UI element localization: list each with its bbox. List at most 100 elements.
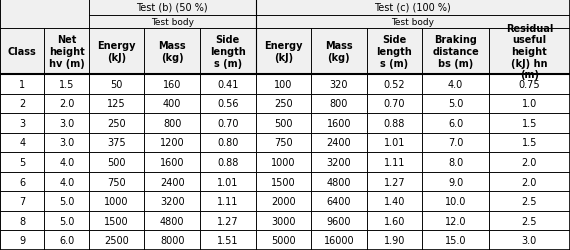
Text: 6: 6	[19, 177, 25, 187]
Bar	[144, 29, 200, 75]
Bar	[200, 133, 255, 152]
Bar	[200, 211, 255, 231]
Text: 1000: 1000	[271, 157, 296, 167]
Text: 3.0: 3.0	[59, 118, 74, 128]
Text: 3200: 3200	[327, 157, 351, 167]
Text: 8.0: 8.0	[448, 157, 463, 167]
Bar	[255, 133, 311, 152]
Bar	[255, 114, 311, 133]
Text: 2: 2	[19, 99, 25, 109]
Bar	[0, 114, 44, 133]
Bar	[489, 94, 570, 114]
Text: 0.80: 0.80	[217, 138, 238, 148]
Text: 6.0: 6.0	[448, 118, 463, 128]
Bar	[144, 230, 200, 250]
Bar	[89, 133, 144, 152]
Text: 500: 500	[107, 157, 126, 167]
Bar	[311, 152, 367, 172]
Text: 6400: 6400	[327, 196, 351, 206]
Text: 15.0: 15.0	[445, 235, 466, 245]
Bar	[489, 114, 570, 133]
Bar	[200, 114, 255, 133]
Text: 1.40: 1.40	[384, 196, 405, 206]
Text: 0.70: 0.70	[384, 99, 405, 109]
Bar	[144, 152, 200, 172]
Bar	[89, 29, 144, 75]
Text: 3.0: 3.0	[522, 235, 537, 245]
Text: 0.52: 0.52	[384, 80, 405, 90]
Text: 2.5: 2.5	[522, 216, 537, 226]
Text: 1.27: 1.27	[217, 216, 239, 226]
Bar	[311, 29, 367, 75]
Text: 1500: 1500	[104, 216, 129, 226]
Text: 750: 750	[107, 177, 126, 187]
Text: Mass
(kg): Mass (kg)	[325, 41, 353, 62]
Text: 2.0: 2.0	[59, 99, 74, 109]
Bar	[422, 230, 489, 250]
Text: 500: 500	[274, 118, 292, 128]
Text: 1500: 1500	[271, 177, 296, 187]
Text: 1.0: 1.0	[522, 99, 537, 109]
Text: 2.5: 2.5	[522, 196, 537, 206]
Bar	[311, 192, 367, 211]
Bar	[311, 114, 367, 133]
Text: 4800: 4800	[160, 216, 185, 226]
Bar	[367, 29, 422, 75]
Text: 250: 250	[274, 99, 292, 109]
Bar	[255, 94, 311, 114]
Text: 250: 250	[107, 118, 126, 128]
Bar	[311, 211, 367, 231]
Text: 2000: 2000	[271, 196, 296, 206]
Bar	[0, 75, 44, 94]
Text: 4.0: 4.0	[59, 157, 74, 167]
Text: 0.88: 0.88	[384, 118, 405, 128]
Bar	[489, 29, 570, 75]
Text: 3: 3	[19, 118, 25, 128]
Text: 4: 4	[19, 138, 25, 148]
Bar	[422, 94, 489, 114]
Text: Mass
(kg): Mass (kg)	[158, 41, 186, 62]
Text: 3.0: 3.0	[59, 138, 74, 148]
Bar	[489, 172, 570, 192]
Bar	[44, 172, 89, 192]
Text: 5.0: 5.0	[448, 99, 463, 109]
Text: 3200: 3200	[160, 196, 185, 206]
Text: Residual
useful
height
(kJ) hn
(m): Residual useful height (kJ) hn (m)	[506, 24, 553, 80]
Text: Energy
(kJ): Energy (kJ)	[97, 41, 136, 62]
Bar	[44, 29, 89, 75]
Bar	[422, 192, 489, 211]
Bar	[255, 16, 570, 29]
Text: 375: 375	[107, 138, 126, 148]
Bar	[422, 133, 489, 152]
Text: 1600: 1600	[327, 118, 351, 128]
Text: 5000: 5000	[271, 235, 296, 245]
Bar	[44, 114, 89, 133]
Text: Side
length
s (m): Side length s (m)	[377, 35, 412, 68]
Bar	[489, 192, 570, 211]
Text: 2400: 2400	[327, 138, 351, 148]
Text: 1200: 1200	[160, 138, 185, 148]
Text: 0.75: 0.75	[519, 80, 540, 90]
Text: 750: 750	[274, 138, 292, 148]
Text: 4.0: 4.0	[59, 177, 74, 187]
Text: 100: 100	[274, 80, 292, 90]
Text: 9.0: 9.0	[448, 177, 463, 187]
Text: 3000: 3000	[271, 216, 296, 226]
Text: 2400: 2400	[160, 177, 185, 187]
Bar	[0, 152, 44, 172]
Bar	[489, 133, 570, 152]
Bar	[255, 172, 311, 192]
Bar	[311, 133, 367, 152]
Text: 1.90: 1.90	[384, 235, 405, 245]
Bar	[200, 230, 255, 250]
Bar	[200, 192, 255, 211]
Bar	[367, 94, 422, 114]
Text: 5.0: 5.0	[59, 216, 74, 226]
Text: 9: 9	[19, 235, 25, 245]
Bar	[44, 94, 89, 114]
Bar	[89, 172, 144, 192]
Bar	[367, 211, 422, 231]
Text: Braking
distance
bs (m): Braking distance bs (m)	[432, 35, 479, 68]
Bar	[89, 0, 255, 16]
Bar	[422, 172, 489, 192]
